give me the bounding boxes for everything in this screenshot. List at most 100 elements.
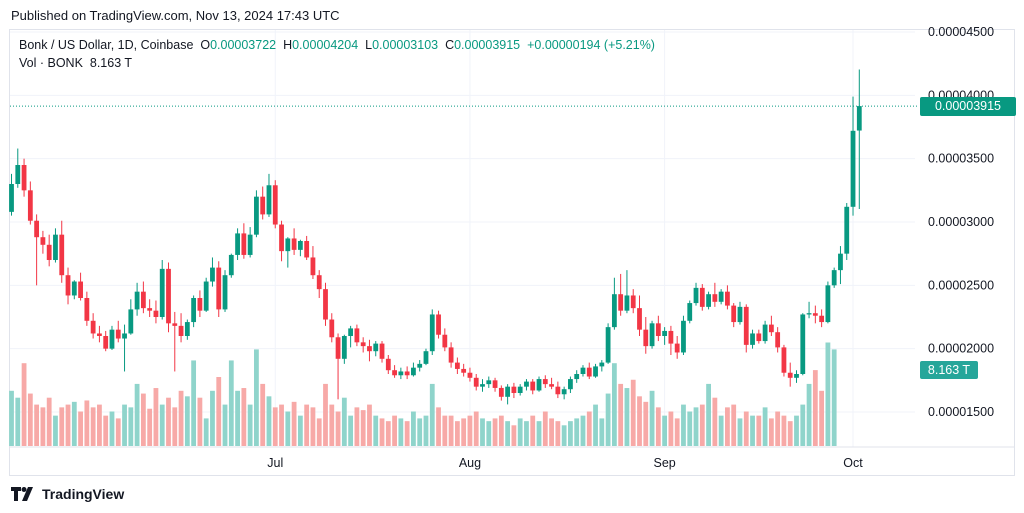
volume-bar xyxy=(643,401,649,446)
volume-bar xyxy=(247,404,253,446)
volume-bar xyxy=(122,404,127,446)
volume-bar xyxy=(549,418,554,446)
volume-bar xyxy=(599,418,605,446)
volume-bar xyxy=(687,411,693,446)
candle-body xyxy=(59,234,65,276)
candle-body xyxy=(71,281,77,296)
volume-label[interactable]: Vol · BONK xyxy=(19,56,83,70)
volume-bar xyxy=(486,421,492,446)
candle-body xyxy=(687,303,693,321)
volume-bar xyxy=(505,421,511,446)
candle-body xyxy=(411,367,416,376)
volume-bar xyxy=(90,407,96,446)
volume-bar xyxy=(191,360,197,446)
volume-bar xyxy=(341,397,347,446)
high-value: 0.00004204 xyxy=(292,38,359,52)
candle-body xyxy=(304,241,310,258)
volume-bar xyxy=(228,360,234,446)
candle-body xyxy=(486,380,492,385)
volume-bar xyxy=(335,411,341,446)
candle-body xyxy=(681,320,686,353)
volume-bar xyxy=(467,415,473,446)
candle-body xyxy=(297,241,303,250)
candle-body xyxy=(731,305,737,323)
y-tick-label: 0.00001500 xyxy=(928,405,994,419)
volume-bar xyxy=(260,383,266,446)
volume-bar xyxy=(367,404,372,446)
candle-body xyxy=(147,308,153,311)
candle-body xyxy=(542,379,548,385)
candle-body xyxy=(247,234,253,255)
volume-bar xyxy=(561,425,567,446)
candle-body xyxy=(367,346,372,352)
volume-bar xyxy=(568,421,573,446)
candle-body xyxy=(850,130,856,207)
volume-bar xyxy=(379,418,385,446)
volume-bar xyxy=(15,397,21,446)
symbol-title[interactable]: Bonk / US Dollar, 1D, Coinbase xyxy=(19,38,194,52)
candle-body xyxy=(536,379,542,391)
candle-body xyxy=(574,374,580,380)
candle-body xyxy=(806,313,812,315)
volume-bar xyxy=(574,418,580,446)
candle-body xyxy=(750,333,755,345)
x-tick-label: Jul xyxy=(267,456,283,470)
volume-bar xyxy=(812,370,818,446)
candle-body xyxy=(825,285,831,323)
candle-body xyxy=(637,308,642,330)
tradingview-logo[interactable]: TradingView xyxy=(11,486,124,502)
low-label: L xyxy=(365,38,373,52)
ohlc-header: Bonk / US Dollar, 1D, Coinbase O0.000037… xyxy=(19,38,655,52)
volume-bar xyxy=(291,401,297,446)
candle-body xyxy=(655,323,661,336)
volume-bar xyxy=(310,407,316,446)
candle-body xyxy=(699,287,705,307)
volume-bar xyxy=(329,404,335,446)
candle-body xyxy=(693,287,699,304)
volume-bar xyxy=(611,363,617,446)
candle-body xyxy=(178,325,184,336)
candle-body xyxy=(310,257,316,276)
volume-bar xyxy=(360,410,366,446)
candle-body xyxy=(228,254,234,276)
candle-body xyxy=(360,342,366,347)
candle-body xyxy=(611,294,617,328)
volume-bar xyxy=(316,418,322,446)
candle-body xyxy=(480,384,485,387)
volume-bar xyxy=(184,396,190,446)
candle-body xyxy=(649,323,655,347)
candle-body xyxy=(153,310,159,317)
volume-bar xyxy=(222,404,228,446)
x-tick-label: Oct xyxy=(843,456,863,470)
volume-bar xyxy=(304,404,310,446)
volume-bar xyxy=(147,408,153,446)
candle-body xyxy=(530,381,536,391)
candle-body xyxy=(184,322,190,336)
volume-bar xyxy=(254,349,259,446)
volume-bar xyxy=(819,390,825,446)
candle-body xyxy=(398,371,404,376)
candle-body xyxy=(392,370,397,376)
volume-bar xyxy=(140,393,146,446)
candle-body xyxy=(285,238,291,252)
y-tick-label: 0.00003000 xyxy=(928,215,994,229)
volume-bar xyxy=(404,421,410,446)
candle-body xyxy=(593,366,598,377)
candle-body xyxy=(599,362,605,367)
x-tick-label: Sep xyxy=(653,456,675,470)
volume-bar xyxy=(159,404,165,446)
candle-body xyxy=(454,362,460,369)
candle-body xyxy=(448,347,454,363)
last-price-badge: 0.00003915 xyxy=(920,97,1016,116)
candle-body xyxy=(15,165,21,184)
volume-bar xyxy=(21,363,27,446)
candle-body xyxy=(266,185,272,215)
volume-bar xyxy=(806,383,812,446)
candle-body xyxy=(373,343,379,352)
chart-frame[interactable] xyxy=(9,29,1015,476)
candle-body xyxy=(103,336,109,349)
candle-body xyxy=(316,275,322,290)
candle-body xyxy=(549,384,554,387)
volume-bar xyxy=(197,397,203,446)
